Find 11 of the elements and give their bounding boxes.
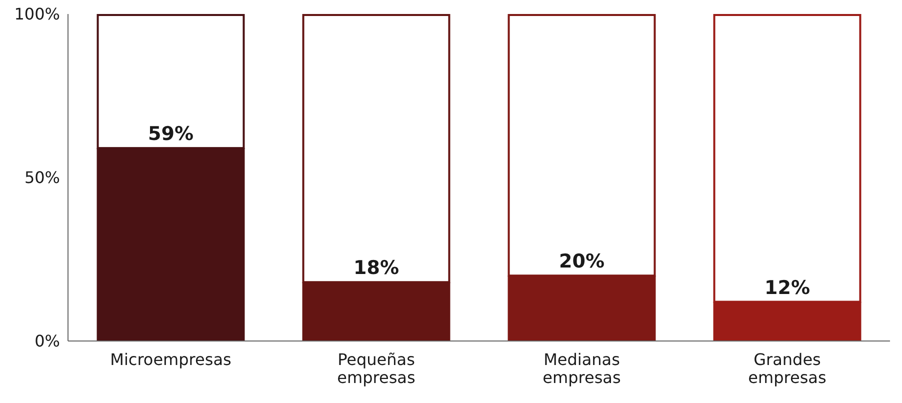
data-label: 59% — [148, 123, 194, 146]
data-label: 18% — [354, 257, 399, 280]
data-label: 12% — [764, 276, 810, 299]
x-tick-label: Pequeñas empresas — [337, 350, 416, 387]
data-label: 20% — [559, 250, 604, 273]
y-tick-label: 100% — [14, 4, 60, 24]
x-tick-label: Grandes empresas — [748, 350, 826, 387]
x-tick-label: Microempresas — [110, 350, 232, 369]
y-tick-label: 50% — [24, 168, 60, 188]
y-tick-label: 0% — [34, 332, 60, 351]
x-tick-label: Medianas empresas — [542, 350, 621, 387]
